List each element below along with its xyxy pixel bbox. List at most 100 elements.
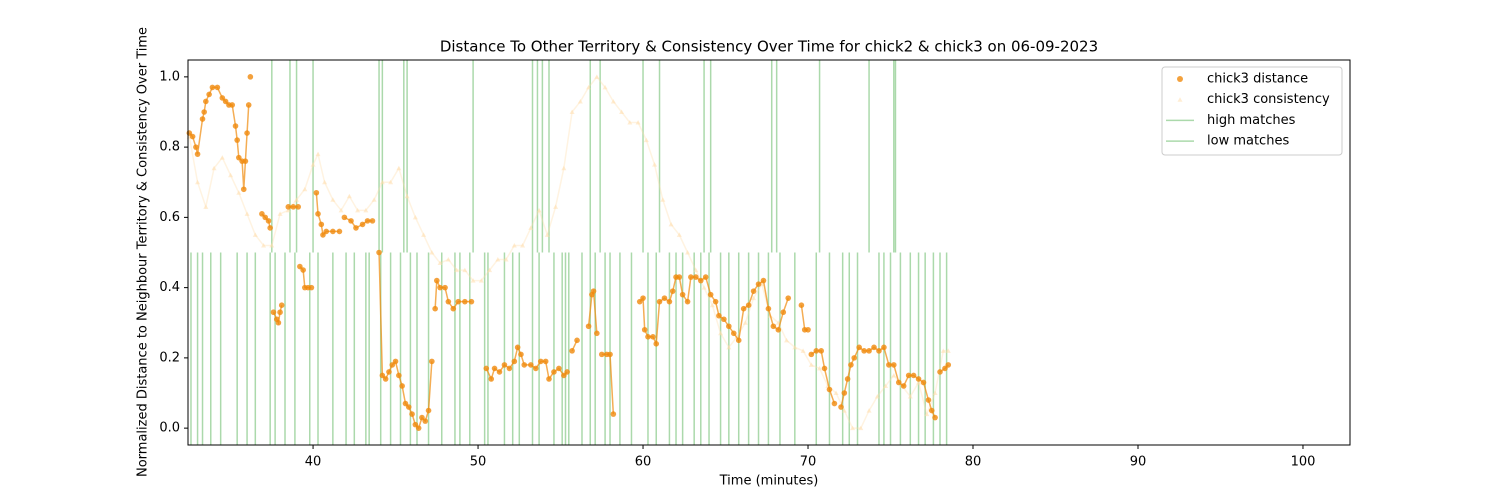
consistency-point xyxy=(294,197,300,202)
distance-point xyxy=(818,348,825,354)
distance-point xyxy=(805,326,811,333)
distance-point xyxy=(405,404,412,410)
consistency-point xyxy=(792,344,798,350)
consistency-point xyxy=(285,207,291,213)
x-tick-label: 70 xyxy=(800,455,817,470)
consistency-point xyxy=(709,302,715,308)
distance-point xyxy=(496,369,503,375)
distance-point xyxy=(851,355,858,361)
distance-point xyxy=(442,284,448,291)
consistency-point xyxy=(520,242,526,248)
distance-point xyxy=(666,298,673,305)
distance-point xyxy=(755,281,762,287)
distance-point xyxy=(412,421,419,428)
consistency-point xyxy=(907,394,913,399)
distance-point xyxy=(386,369,392,375)
distance-point xyxy=(382,376,389,382)
distance-point xyxy=(650,334,656,340)
consistency-point xyxy=(371,197,377,202)
distance-point xyxy=(684,298,691,305)
distance-point xyxy=(775,326,782,333)
distance-point xyxy=(585,323,592,330)
distance-point xyxy=(300,267,306,273)
distance-point xyxy=(506,365,513,372)
consistency-point xyxy=(302,186,308,192)
distance-point xyxy=(841,390,848,396)
distance-point xyxy=(876,348,882,354)
distance-point xyxy=(369,218,376,224)
distance-point xyxy=(396,372,402,379)
consistency-point xyxy=(668,221,674,227)
distance-point xyxy=(348,218,354,224)
distance-point xyxy=(285,204,292,210)
consistency-point xyxy=(330,197,336,202)
x-tick-label: 80 xyxy=(965,455,982,470)
consistency-point xyxy=(619,109,625,114)
x-axis-label: Time (minutes) xyxy=(719,474,819,489)
consistency-point xyxy=(784,337,790,343)
distance-point xyxy=(379,372,386,379)
consistency-point xyxy=(627,120,633,125)
consistency-point xyxy=(478,278,484,283)
distance-point xyxy=(425,407,432,414)
consistency-point xyxy=(454,267,460,273)
distance-point xyxy=(295,204,302,210)
distance-point xyxy=(450,305,457,312)
consistency-point xyxy=(261,242,267,248)
distance-point xyxy=(209,84,216,91)
consistency-point xyxy=(742,320,748,325)
distance-point xyxy=(532,365,539,372)
plot-frame xyxy=(187,59,1351,446)
distance-point xyxy=(219,95,226,101)
consistency-point xyxy=(322,179,328,185)
consistency-point xyxy=(338,207,344,213)
distance-point xyxy=(514,344,521,351)
distance-point xyxy=(245,102,252,108)
distance-point xyxy=(702,274,709,280)
distance-point xyxy=(928,407,935,414)
distance-point xyxy=(765,305,772,312)
consistency-point xyxy=(277,211,283,216)
distance-point xyxy=(247,74,254,80)
distance-point xyxy=(640,295,646,301)
distance-point xyxy=(594,330,600,337)
consistency-point xyxy=(355,207,361,213)
consistency-point xyxy=(858,425,864,431)
distance-point xyxy=(433,277,440,284)
consistency-point xyxy=(635,120,641,125)
consistency-point xyxy=(244,211,250,216)
distance-point xyxy=(607,351,613,358)
consistency-point xyxy=(429,250,435,255)
consistency-point xyxy=(511,242,517,248)
consistency-point xyxy=(269,242,275,248)
consistency-point xyxy=(544,232,550,237)
distance-point xyxy=(402,400,409,407)
distance-point xyxy=(735,337,742,344)
consistency-point xyxy=(577,98,583,104)
consistency-point xyxy=(693,267,699,273)
distance-point xyxy=(297,263,303,270)
distance-point xyxy=(915,376,922,382)
consistency-point xyxy=(676,232,682,237)
distance-point xyxy=(574,337,580,344)
distance-point xyxy=(750,288,757,294)
distance-point xyxy=(278,302,285,308)
distance-point xyxy=(267,225,273,231)
distance-point xyxy=(259,211,265,217)
consistency-point xyxy=(445,257,451,262)
legend-box xyxy=(1161,66,1343,156)
consistency-point xyxy=(379,179,385,185)
distance-point xyxy=(740,305,747,312)
consistency-point xyxy=(660,197,666,202)
distance-point xyxy=(483,365,490,372)
distance-point xyxy=(429,358,435,365)
distance-point xyxy=(330,228,336,235)
consistency-point xyxy=(211,165,217,171)
distance-point xyxy=(745,302,752,308)
distance-point xyxy=(716,312,722,319)
distance-point xyxy=(336,228,343,235)
consistency-point xyxy=(800,348,806,353)
distance-point xyxy=(389,362,396,368)
distance-point xyxy=(199,116,206,122)
distance-point xyxy=(813,348,820,354)
